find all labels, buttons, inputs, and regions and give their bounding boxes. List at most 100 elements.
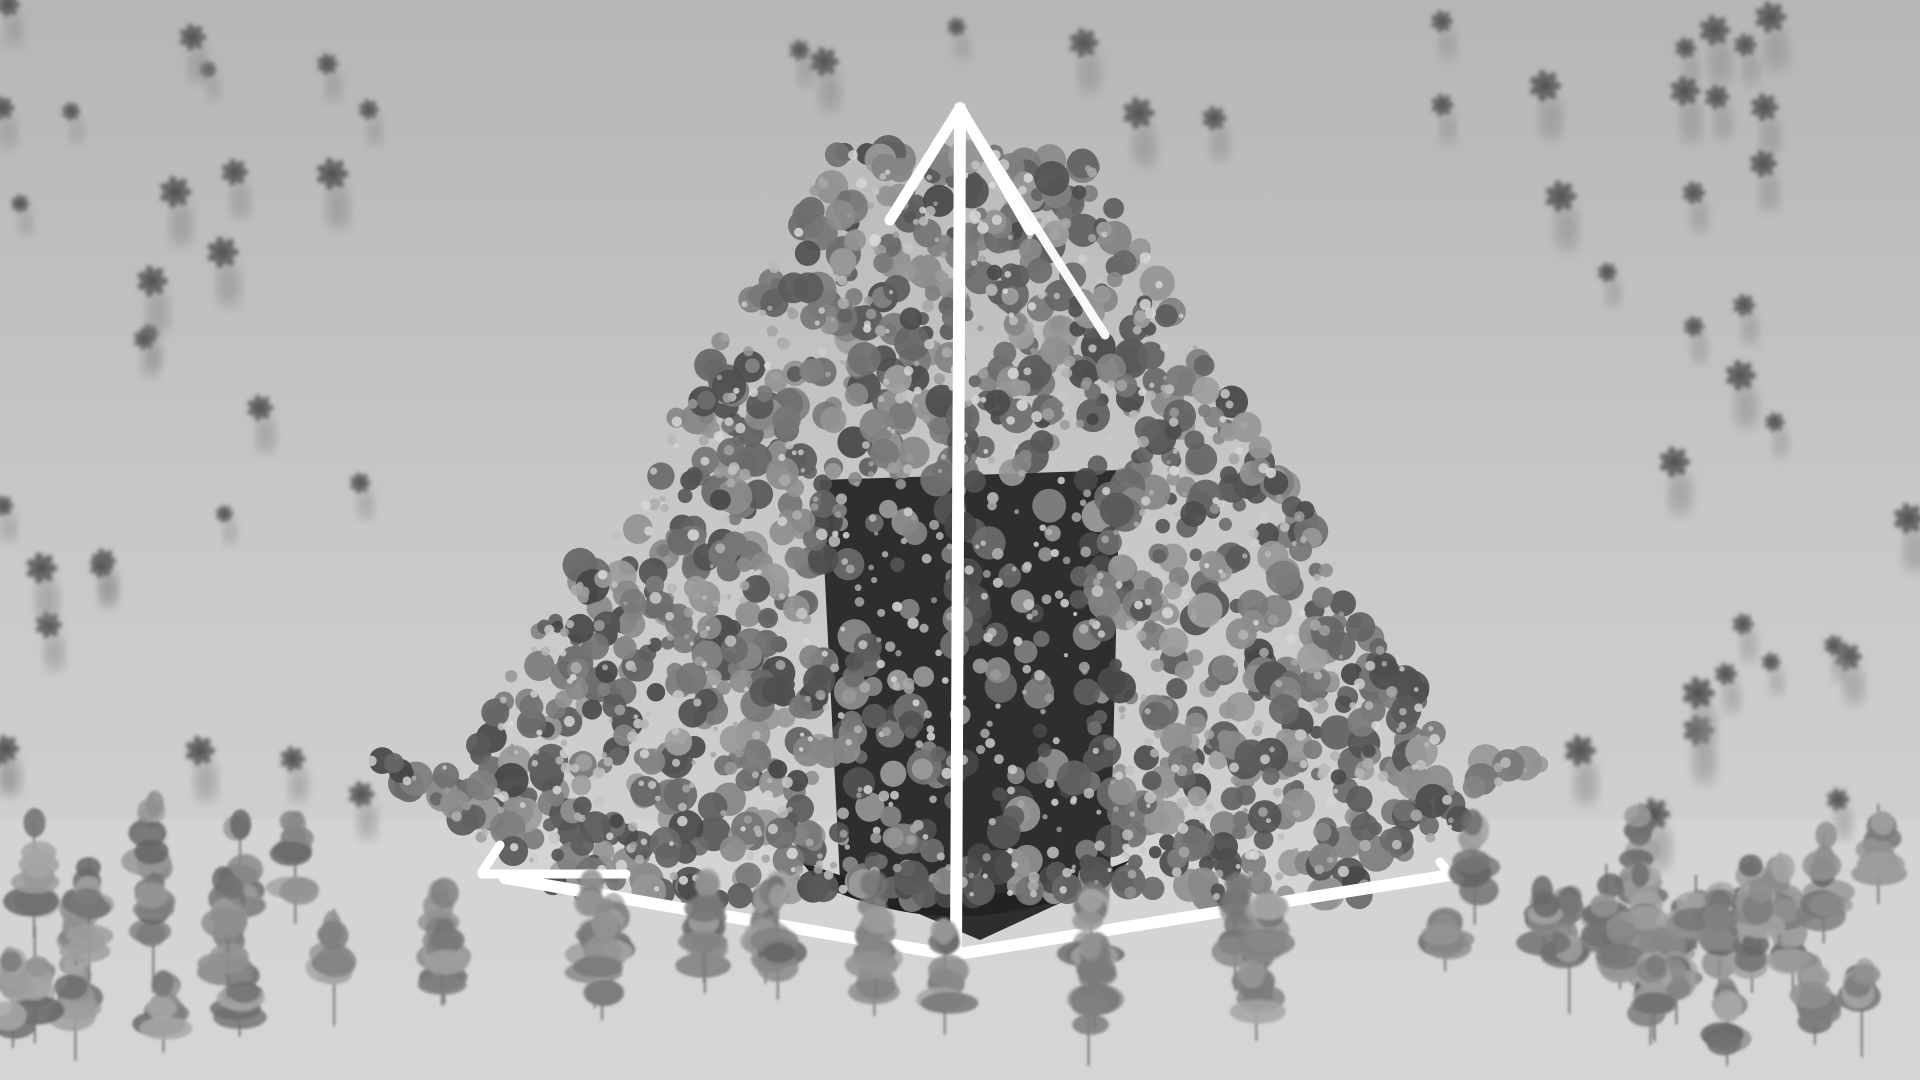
canopy-highlight: [988, 818, 996, 826]
canopy-highlight: [1272, 787, 1283, 797]
canopy-leaf-cluster: [903, 210, 917, 224]
canopy-highlight: [531, 760, 539, 767]
canopy-highlight: [649, 467, 658, 475]
canopy-leaf-cluster: [1007, 264, 1030, 288]
canopy-leaf-cluster: [697, 792, 728, 822]
canopy-highlight: [519, 802, 526, 808]
canopy-highlight: [1061, 404, 1070, 414]
canopy-leaf-cluster: [1329, 590, 1356, 617]
canopy-highlight: [830, 861, 838, 869]
canopy-highlight: [1274, 679, 1283, 688]
canopy-highlight: [804, 695, 812, 703]
canopy-highlight: [1060, 598, 1070, 608]
canopy-highlight: [645, 710, 651, 717]
canopy-leaf-cluster: [807, 543, 839, 575]
canopy-highlight: [719, 592, 729, 602]
canopy-leaf-cluster: [1032, 488, 1067, 523]
canopy-highlight: [1290, 658, 1299, 666]
canopy-leaf-cluster: [1038, 547, 1053, 562]
canopy-leaf-cluster: [432, 762, 460, 789]
canopy-highlight: [1415, 759, 1426, 771]
canopy-highlight: [741, 301, 748, 308]
canopy-highlight: [1154, 729, 1164, 739]
canopy-highlight: [1265, 467, 1277, 479]
canopy-highlight: [879, 173, 887, 180]
canopy-highlight: [648, 498, 661, 511]
canopy-leaf-cluster: [902, 520, 928, 546]
canopy-leaf-cluster: [1219, 701, 1237, 719]
distant-sapling: [1751, 93, 1782, 157]
canopy-highlight: [778, 453, 786, 461]
canopy-leaf-cluster: [1109, 658, 1122, 672]
canopy-highlight: [544, 624, 555, 635]
canopy-highlight: [831, 317, 836, 322]
canopy-highlight: [797, 449, 804, 456]
canopy-highlight: [1094, 840, 1105, 851]
canopy-highlight: [1027, 302, 1037, 311]
canopy-highlight: [1258, 511, 1271, 524]
canopy-leaf-cluster: [859, 408, 895, 444]
foreground-sapling: [916, 917, 979, 1035]
canopy-highlight: [934, 237, 940, 243]
distant-sapling: [1734, 33, 1761, 86]
canopy-highlight: [666, 583, 678, 594]
canopy-highlight: [1313, 573, 1321, 582]
canopy-highlight: [442, 765, 447, 770]
canopy-leaf-cluster: [786, 769, 809, 792]
canopy-highlight: [1139, 298, 1152, 311]
canopy-leaf-cluster: [504, 670, 518, 683]
canopy-leaf-cluster: [383, 753, 404, 773]
canopy-highlight: [1199, 817, 1205, 824]
canopy-leaf-cluster: [664, 728, 693, 756]
canopy-highlight: [743, 346, 754, 357]
canopy-leaf-cluster: [1016, 354, 1052, 390]
canopy-leaf-cluster: [898, 710, 924, 736]
canopy-highlight: [1173, 510, 1180, 517]
canopy-highlight: [1134, 600, 1143, 610]
canopy-highlight: [1030, 347, 1037, 354]
canopy-highlight: [1386, 686, 1398, 698]
canopy-highlight: [1136, 630, 1147, 641]
canopy-leaf-cluster: [572, 796, 592, 816]
canopy-highlight: [1247, 870, 1253, 877]
canopy-highlight: [1176, 797, 1189, 810]
canopy-leaf-cluster: [719, 725, 748, 754]
canopy-leaf-cluster: [1150, 658, 1165, 672]
distant-sapling: [0, 734, 23, 797]
canopy-leaf-cluster: [460, 804, 486, 830]
canopy-highlight: [1110, 779, 1115, 784]
canopy-highlight: [761, 854, 770, 864]
canopy-leaf-cluster: [1050, 315, 1066, 331]
canopy-highlight: [762, 790, 774, 801]
canopy-highlight: [1016, 399, 1028, 411]
canopy-leaf-cluster: [1142, 771, 1162, 791]
canopy-highlight: [1028, 871, 1040, 883]
canopy-highlight: [822, 704, 830, 712]
canopy-highlight: [496, 806, 504, 814]
canopy-highlight: [983, 632, 993, 643]
canopy-highlight: [1022, 664, 1032, 674]
canopy-highlight: [828, 535, 841, 548]
canopy-highlight: [559, 627, 570, 637]
canopy-leaf-cluster: [656, 543, 670, 558]
canopy-highlight: [912, 699, 920, 707]
canopy-highlight: [531, 646, 537, 652]
canopy-leaf-cluster: [1111, 250, 1137, 275]
canopy-leaf-cluster: [1253, 829, 1274, 850]
canopy-highlight: [1158, 411, 1164, 417]
canopy-highlight: [1059, 419, 1070, 430]
canopy-highlight: [1203, 655, 1209, 661]
canopy-highlight: [1191, 609, 1196, 614]
canopy-highlight: [1377, 770, 1389, 782]
foreground-sapling: [1448, 809, 1501, 925]
canopy-leaf-cluster: [887, 157, 913, 183]
canopy-highlight: [639, 719, 649, 729]
canopy-highlight: [1325, 796, 1337, 808]
distant-sapling: [0, 96, 18, 150]
canopy-highlight: [1161, 607, 1174, 619]
canopy-highlight: [1083, 787, 1095, 799]
canopy-highlight: [1258, 807, 1268, 817]
canopy-leaf-cluster: [1148, 845, 1162, 859]
distant-sapling: [1705, 84, 1733, 141]
canopy-highlight: [776, 806, 789, 819]
